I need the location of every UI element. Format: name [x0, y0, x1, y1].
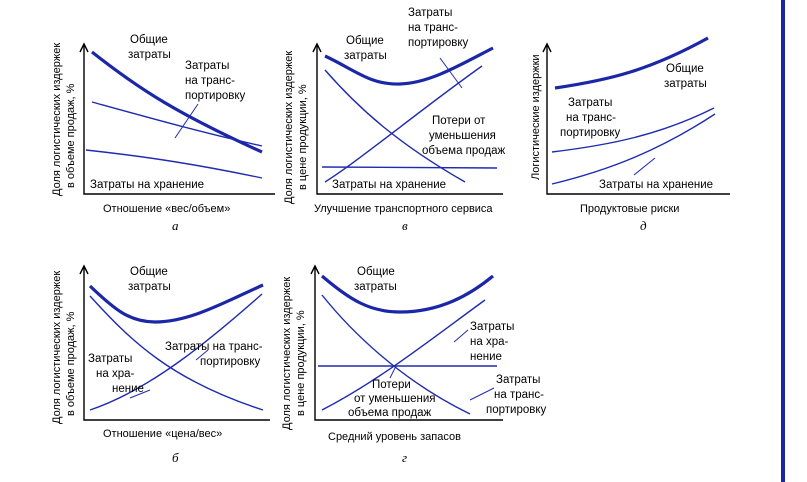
chart-g-series-transport — [321, 294, 471, 415]
chart-v-label-total-1: Общие — [346, 35, 384, 47]
chart-d: Логистические издержки Продуктовые риски… — [530, 36, 730, 233]
chart-a-ylabel-line1: Доля логистических издержек — [51, 43, 63, 196]
chart-d-axes — [546, 44, 730, 195]
chart-g-series-storage — [321, 299, 486, 411]
chart-g-y-arrow — [310, 264, 320, 275]
chart-g-label-storage-1: Затраты — [470, 321, 514, 333]
chart-d-label-storage: Затраты на хранение — [599, 179, 713, 191]
chart-a-label-transport-1: Затраты — [185, 60, 229, 72]
chart-a-series-storage — [85, 149, 263, 179]
chart-b-xlabel: Отношение «цена/вес» — [103, 428, 222, 440]
chart-b-label-total-2: затраты — [128, 281, 171, 293]
chart-v-label-losses-2: уменьшения — [429, 130, 496, 142]
chart-a: Доля логистических издержек в объеме про… — [51, 34, 275, 233]
chart-g-xlabel: Средний уровень запасов — [328, 431, 461, 443]
chart-g-label-transport-1: Затраты — [496, 374, 540, 386]
chart-b-label-transport-2: портировку — [200, 356, 261, 368]
chart-b-axes — [83, 266, 270, 421]
chart-b-leader-storage — [129, 389, 151, 399]
chart-a-label-transport-3: портировку — [185, 90, 246, 102]
chart-v-axes — [316, 44, 503, 195]
chart-b-label-total-1: Общие — [130, 266, 168, 278]
chart-d-label-total-2: затраты — [664, 78, 707, 90]
chart-g-label-storage-2: на хра- — [470, 336, 508, 348]
chart-g-leader-transport — [469, 387, 495, 401]
chart-v-label-losses-1: Потери от — [432, 115, 486, 127]
chart-v-label-storage: Затраты на хранение — [332, 179, 446, 191]
chart-d-subtitle: д — [640, 218, 647, 233]
chart-b-leader-transport — [195, 349, 209, 361]
chart-v-label-transport-3: портировку — [408, 37, 469, 49]
chart-d-label-transport-2: на транс- — [566, 112, 616, 124]
chart-g-label-total-2: затраты — [354, 281, 397, 293]
chart-g: Доля логистических издержек в цене проду… — [281, 264, 547, 465]
chart-g-label-total-1: Общие — [357, 266, 395, 278]
chart-b-ylabel-line1: Доля логистических издержек — [51, 271, 63, 424]
chart-d-series-transport — [551, 107, 715, 153]
chart-d-label-total-1: Общие — [666, 63, 704, 75]
chart-g-label-losses-2: от уменьшения — [354, 393, 436, 405]
chart-g-label-transport-2: на транс- — [494, 389, 544, 401]
chart-a-series-total — [91, 50, 263, 154]
chart-v-subtitle: в — [402, 218, 408, 233]
chart-v-xlabel: Улучшение транспортного сервиса — [314, 203, 493, 215]
chart-a-label-total-1: Общие — [130, 34, 168, 46]
chart-b-series-transport — [89, 293, 263, 411]
page-edge-bar — [781, 0, 785, 482]
chart-b-label-transport-1: Затраты на транс- — [165, 341, 263, 353]
chart-v-y-arrow — [312, 42, 322, 53]
chart-a-axes — [83, 44, 275, 195]
chart-b-y-arrow — [79, 264, 89, 275]
chart-v-series-storage — [321, 166, 498, 169]
chart-g-ylabel-line1: Доля логистических издержек — [281, 277, 293, 430]
chart-a-series-transport — [91, 101, 263, 147]
chart-g-series-total — [320, 274, 495, 314]
chart-v-series-total — [324, 46, 494, 86]
chart-b-series-storage — [89, 295, 264, 411]
chart-b-label-storage-1: Затраты — [88, 353, 132, 365]
chart-d-label-transport-3: портировку — [560, 127, 621, 139]
chart-d-ylabel-line1: Логистические издержки — [530, 54, 542, 180]
chart-b: Доля логистических издержек в объеме про… — [51, 264, 270, 465]
chart-v-label-transport-2: на транс- — [408, 22, 458, 34]
chart-v-label-transport-1: Затраты — [408, 7, 452, 19]
chart-d-label-transport-1: Затраты — [568, 97, 612, 109]
chart-a-y-arrow — [79, 42, 89, 53]
chart-b-series-total — [88, 283, 264, 324]
chart-v-label-total-2: затраты — [344, 50, 387, 62]
chart-g-label-losses-3: объема продаж — [348, 407, 432, 419]
chart-v-label-losses-3: объема продаж — [422, 145, 506, 157]
chart-a-label-storage: Затраты на хранение — [90, 179, 204, 191]
chart-g-leader-losses — [389, 365, 397, 379]
chart-a-subtitle: а — [172, 218, 179, 233]
chart-g-label-storage-3: нение — [470, 351, 502, 363]
chart-v: Доля логистических издержек в цене проду… — [283, 7, 506, 233]
chart-g-ylabel-line2: в цене продукции, % — [295, 310, 307, 416]
chart-a-xlabel: Отношение «вес/объем» — [103, 203, 230, 215]
chart-b-label-storage-3: нение — [112, 383, 144, 395]
chart-a-ylabel-line2: в объеме продаж, % — [65, 83, 77, 188]
chart-g-leader-storage — [453, 329, 469, 343]
chart-d-series-total — [554, 36, 709, 90]
chart-v-leader-transport — [439, 57, 463, 89]
chart-d-leader-storage — [633, 157, 656, 176]
chart-v-ylabel-line1: Доля логистических издержек — [283, 51, 295, 204]
chart-v-ylabel-line2: в цене продукции, % — [297, 84, 309, 190]
chart-d-y-arrow — [542, 42, 552, 53]
chart-d-xlabel: Продуктовые риски — [580, 203, 679, 215]
chart-b-label-storage-2: на хра- — [96, 368, 134, 380]
chart-v-series-losses — [324, 65, 483, 183]
chart-d-series-storage — [551, 113, 716, 185]
chart-g-subtitle: г — [402, 450, 407, 465]
chart-a-leader-transport — [174, 103, 199, 139]
chart-g-label-transport-3: портировку — [486, 404, 547, 416]
chart-b-subtitle: б — [172, 450, 179, 465]
chart-b-ylabel-line2: в объеме продаж, % — [65, 311, 77, 416]
chart-a-label-total-2: затраты — [128, 49, 171, 61]
chart-v-series-transport — [324, 69, 466, 183]
chart-a-label-transport-2: на транс- — [185, 75, 235, 87]
chart-g-axes — [314, 266, 503, 421]
chart-g-label-losses-1: Потери — [372, 379, 411, 391]
